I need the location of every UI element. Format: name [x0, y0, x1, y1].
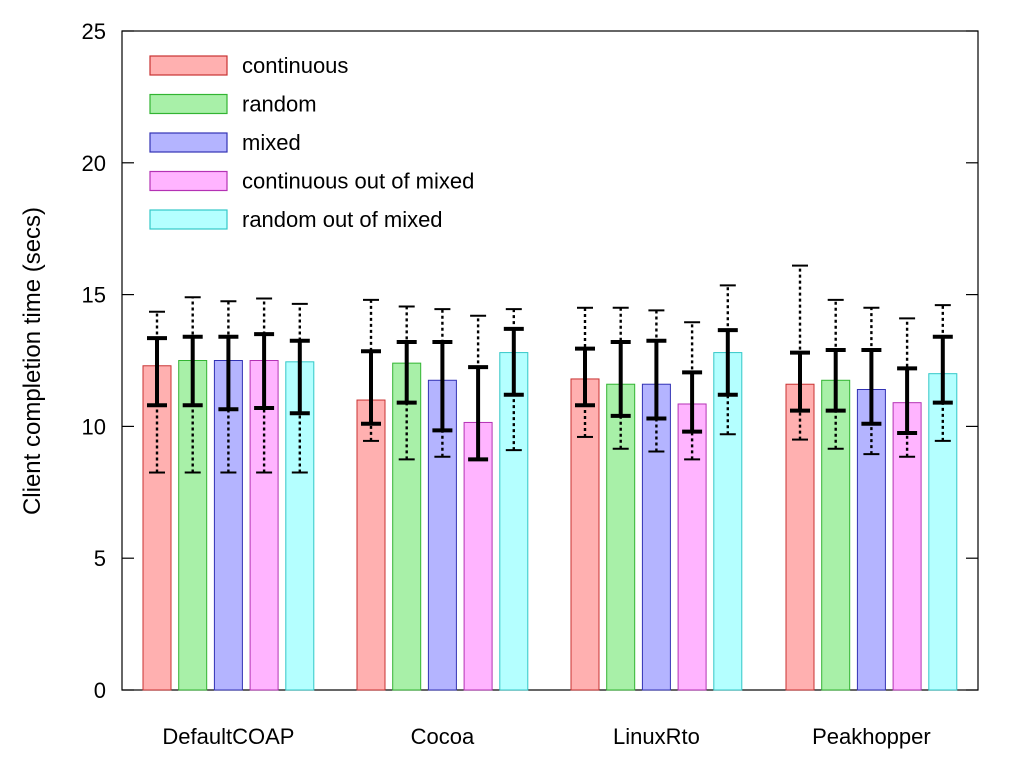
bar	[285, 361, 315, 691]
plot-area	[121, 30, 979, 691]
x-tick-label: Peakhopper	[812, 724, 931, 749]
y-tick-label: 0	[94, 678, 106, 703]
y-axis-label: Client completion time (secs)	[19, 207, 46, 515]
bar	[392, 362, 422, 691]
legend-label: random	[242, 92, 317, 117]
error-bars-layer	[147, 264, 953, 474]
legend-label: random out of mixed	[242, 207, 443, 232]
y-tick-label: 15	[82, 283, 106, 308]
axes-layer: 0 5 10 15 20 25 DefaultCOAP Cocoa LinuxRto Peakho…	[82, 19, 978, 749]
plot-frame	[121, 30, 979, 691]
bar	[356, 399, 386, 691]
bar	[499, 352, 529, 691]
bars-layer	[142, 352, 958, 691]
y-tick-label: 20	[82, 151, 106, 176]
bar	[178, 360, 208, 691]
bar	[821, 379, 851, 691]
bar	[463, 421, 493, 691]
legend-swatch	[149, 55, 228, 76]
legend-label: continuous out of mixed	[242, 169, 474, 194]
legend-swatch	[149, 209, 228, 230]
legend-swatch	[149, 170, 228, 192]
x-tick-label: Cocoa	[411, 724, 475, 749]
bar	[892, 402, 922, 691]
bar	[249, 360, 279, 691]
y-tick-label: 10	[82, 414, 106, 439]
bar	[570, 378, 600, 691]
x-tick-label: LinuxRto	[613, 724, 700, 749]
legend-swatch	[149, 132, 228, 153]
legend-label: continuous	[242, 53, 348, 78]
legend: continuous random mixed continuous out of m…	[149, 53, 474, 232]
bar	[785, 383, 815, 691]
y-tick-label: 25	[82, 19, 106, 44]
bar	[142, 365, 172, 691]
y-tick-label: 5	[94, 546, 106, 571]
x-tick-label: DefaultCOAP	[162, 724, 294, 749]
legend-label: mixed	[242, 130, 301, 155]
bar	[641, 383, 671, 691]
legend-swatch	[149, 93, 228, 115]
